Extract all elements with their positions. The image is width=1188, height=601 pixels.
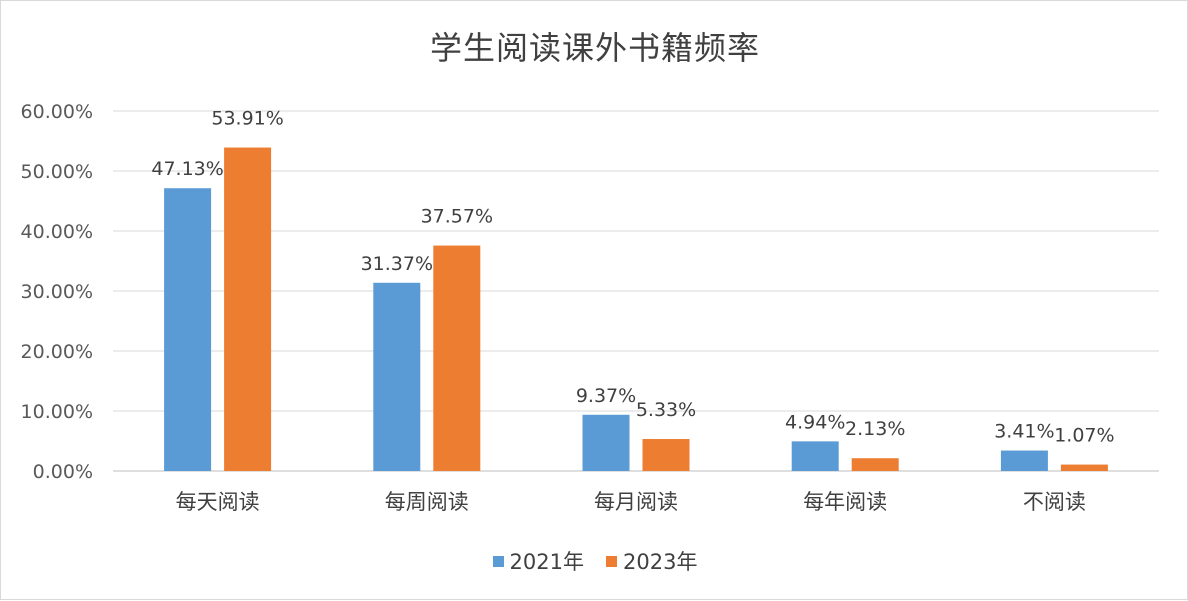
- y-tick-label: 60.00%: [21, 101, 93, 123]
- x-category-label: 不阅读: [1023, 490, 1086, 514]
- bar-2023: [224, 147, 272, 472]
- y-tick-label: 50.00%: [21, 161, 93, 183]
- bar-2023: [433, 245, 481, 471]
- data-label: 4.94%: [785, 411, 845, 433]
- x-category-label: 每月阅读: [594, 490, 678, 514]
- data-label: 31.37%: [361, 253, 433, 275]
- data-label: 2.13%: [845, 418, 905, 440]
- legend-label-2021: 2021年: [509, 550, 584, 574]
- bar-2021: [582, 414, 630, 471]
- x-category-label: 每天阅读: [176, 490, 260, 514]
- legend-swatch-2021: [492, 555, 504, 567]
- data-label: 53.91%: [211, 108, 283, 130]
- y-tick-label: 40.00%: [21, 221, 93, 243]
- bar-2023: [851, 458, 899, 471]
- legend-item-2021: 2021年: [492, 546, 584, 576]
- data-label: 1.07%: [1054, 425, 1114, 447]
- bar-2021: [373, 282, 421, 471]
- legend: 2021年 2023年: [1, 546, 1188, 576]
- x-category-label: 每年阅读: [803, 490, 887, 514]
- chart-title: 学生阅读课外书籍频率: [429, 29, 760, 67]
- bar-2021: [791, 441, 839, 471]
- bar-2021: [1000, 450, 1048, 471]
- bar-2023: [1060, 464, 1108, 471]
- legend-swatch-2023: [606, 555, 617, 567]
- x-category-label: 每周阅读: [385, 490, 469, 514]
- data-label: 3.41%: [994, 421, 1054, 443]
- legend-label-2023: 2023年: [623, 550, 698, 574]
- y-tick-label: 30.00%: [21, 281, 93, 303]
- bar-2023: [642, 439, 690, 471]
- bar-2021: [164, 188, 212, 471]
- legend-item-2023: 2023年: [606, 546, 697, 576]
- data-label: 37.57%: [421, 206, 493, 228]
- data-label: 47.13%: [151, 158, 223, 180]
- y-tick-label: 20.00%: [21, 341, 93, 363]
- y-tick-label: 10.00%: [21, 401, 93, 423]
- data-label: 5.33%: [636, 399, 696, 421]
- y-tick-label: 0.00%: [33, 461, 93, 483]
- data-label: 9.37%: [576, 385, 636, 407]
